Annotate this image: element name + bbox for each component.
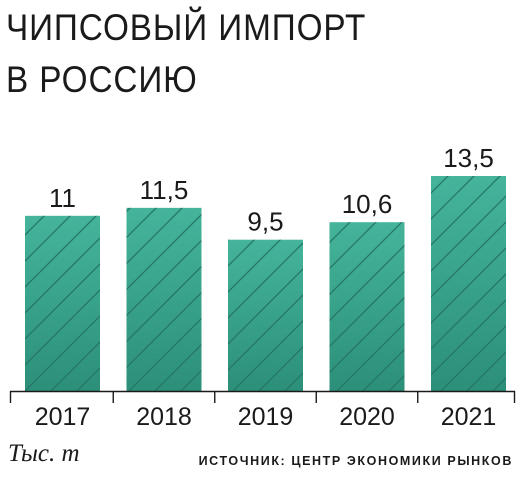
value-labels-group: 11 11,5 9,5 10,6 13,5 <box>49 143 494 237</box>
category-label-2018: 2018 <box>136 403 192 431</box>
category-label-2017: 2017 <box>35 403 91 431</box>
value-label-2019: 9,5 <box>247 207 283 237</box>
source-note: ИСТОЧНИК: ЦЕНТР ЭКОНОМИКИ РЫНКОВ <box>198 454 513 468</box>
bar-hatch-2021 <box>431 176 506 391</box>
category-label-2020: 2020 <box>339 403 395 431</box>
bar-hatch-2017 <box>25 215 100 391</box>
chart-title-line-1: ЧИПСОВЫЙ ИМПОРТ <box>6 7 367 48</box>
chart-title-line-2: В РОССИЮ <box>6 59 198 100</box>
value-label-2018: 11,5 <box>140 175 189 205</box>
value-label-2021: 13,5 <box>443 143 494 173</box>
category-label-2019: 2019 <box>238 403 294 431</box>
x-axis <box>9 390 516 403</box>
chart-title: ЧИПСОВЫЙ ИМПОРТ В РОССИЮ <box>6 2 384 106</box>
bars-group <box>25 176 506 391</box>
bar-hatch-2020 <box>329 222 405 391</box>
category-label-2021: 2021 <box>441 403 497 431</box>
bar-hatch-2018 <box>126 207 202 391</box>
bar-hatch-2019 <box>228 239 303 391</box>
value-label-2020: 10,6 <box>342 189 393 219</box>
unit-label: Тыс. т <box>8 440 80 467</box>
category-labels-group: 2017 2018 2019 2020 2021 <box>35 403 497 431</box>
value-label-2017: 11 <box>49 183 76 213</box>
